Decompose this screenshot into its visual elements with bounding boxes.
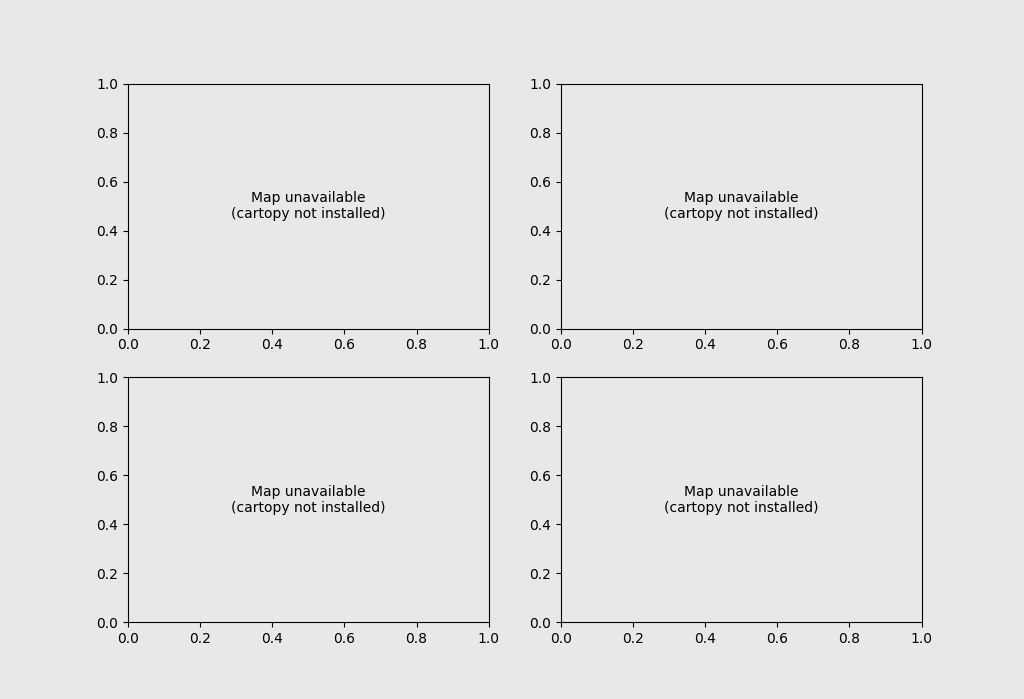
Text: Map unavailable
(cartopy not installed): Map unavailable (cartopy not installed) — [664, 191, 818, 222]
Text: Map unavailable
(cartopy not installed): Map unavailable (cartopy not installed) — [231, 191, 386, 222]
Text: Map unavailable
(cartopy not installed): Map unavailable (cartopy not installed) — [231, 484, 386, 515]
Text: Map unavailable
(cartopy not installed): Map unavailable (cartopy not installed) — [664, 484, 818, 515]
